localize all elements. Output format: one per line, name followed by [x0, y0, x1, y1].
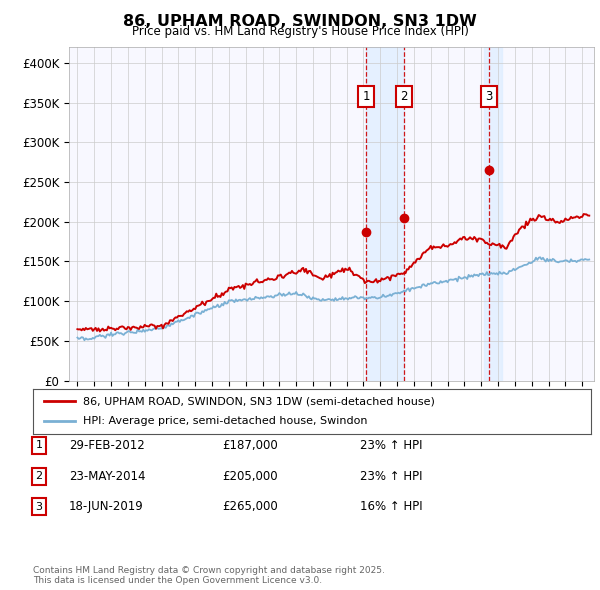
Text: 23-MAY-2014: 23-MAY-2014 — [69, 470, 146, 483]
Text: Contains HM Land Registry data © Crown copyright and database right 2025.
This d: Contains HM Land Registry data © Crown c… — [33, 566, 385, 585]
Text: 23% ↑ HPI: 23% ↑ HPI — [360, 470, 422, 483]
Bar — [484, 47, 502, 381]
Text: 1: 1 — [35, 441, 43, 450]
Text: 18-JUN-2019: 18-JUN-2019 — [69, 500, 144, 513]
Text: 2: 2 — [400, 90, 407, 103]
Text: 86, UPHAM ROAD, SWINDON, SN3 1DW: 86, UPHAM ROAD, SWINDON, SN3 1DW — [123, 14, 477, 28]
Text: 3: 3 — [485, 90, 493, 103]
Text: £205,000: £205,000 — [222, 470, 278, 483]
Bar — [366, 47, 404, 381]
Text: £265,000: £265,000 — [222, 500, 278, 513]
Text: 86, UPHAM ROAD, SWINDON, SN3 1DW (semi-detached house): 86, UPHAM ROAD, SWINDON, SN3 1DW (semi-d… — [83, 396, 435, 407]
Text: 23% ↑ HPI: 23% ↑ HPI — [360, 439, 422, 452]
Text: 29-FEB-2012: 29-FEB-2012 — [69, 439, 145, 452]
Text: HPI: Average price, semi-detached house, Swindon: HPI: Average price, semi-detached house,… — [83, 417, 368, 426]
Text: 1: 1 — [362, 90, 370, 103]
Text: 16% ↑ HPI: 16% ↑ HPI — [360, 500, 422, 513]
Text: 3: 3 — [35, 502, 43, 512]
Text: 2: 2 — [35, 471, 43, 481]
Text: Price paid vs. HM Land Registry's House Price Index (HPI): Price paid vs. HM Land Registry's House … — [131, 25, 469, 38]
Text: £187,000: £187,000 — [222, 439, 278, 452]
